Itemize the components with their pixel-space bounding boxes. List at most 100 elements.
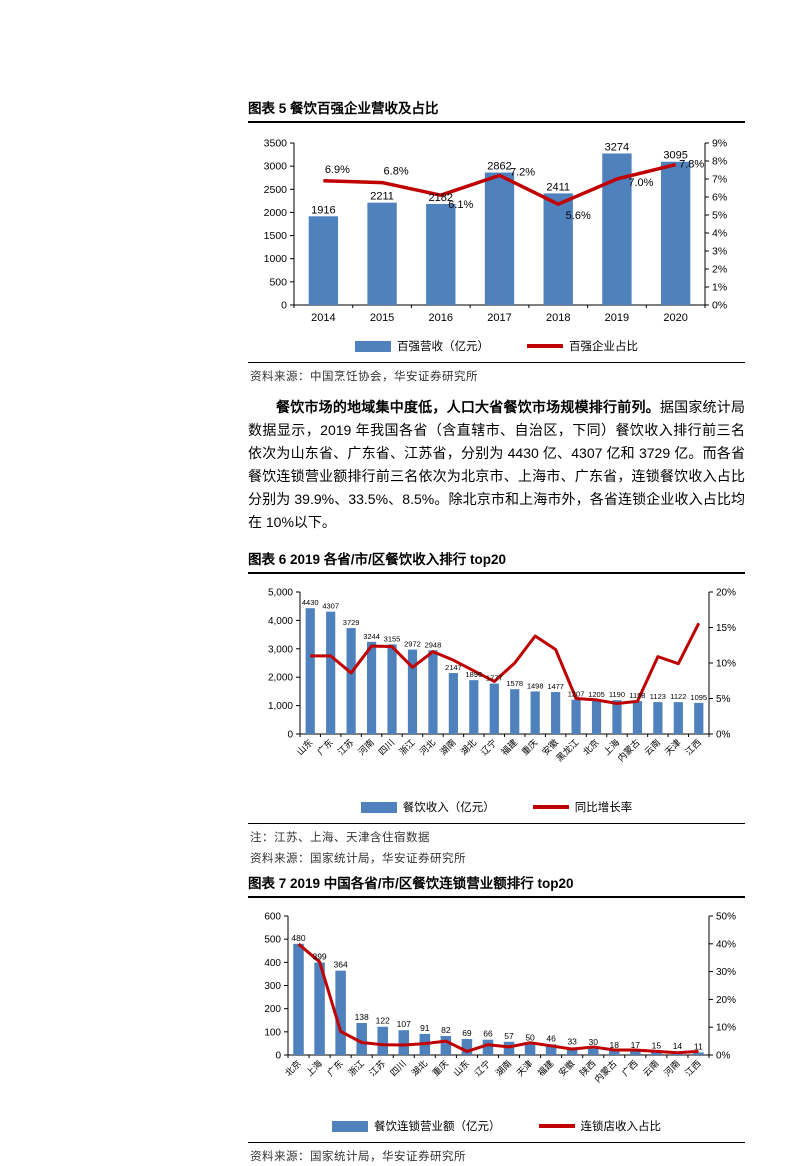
figure6-legend-bar-label: 餐饮收入（亿元） <box>402 802 495 814</box>
bar <box>694 702 704 734</box>
value-labels: 480 399 364 138 122 107 91 82 69 66 57 50 46 33 30 18 17… <box>291 933 703 1052</box>
bar <box>335 970 346 1055</box>
svg-text:江西: 江西 <box>683 737 703 757</box>
svg-text:广东: 广东 <box>325 1058 346 1079</box>
svg-text:2%: 2% <box>712 264 727 276</box>
svg-text:5%: 5% <box>712 210 727 222</box>
figure6-chart: 0 1,000 2,000 3,000 4,000 5,000 0% 5% 10% 15% 20% 山… <box>268 588 736 764</box>
bar <box>482 1039 494 1055</box>
figure7-legend: 餐饮连锁营业额（亿元） 连锁店收入占比 <box>248 1118 745 1134</box>
paragraph-lead: 餐饮市场的地域集中度低，人口大省餐饮市场规模排行前列。 <box>276 399 660 415</box>
trend-line <box>310 622 701 705</box>
svg-text:4307: 4307 <box>322 602 339 611</box>
value-labels: 1916 2211 2182 2862 2411 3274 3095 6.9% 6.8% 6.1%… <box>311 141 704 222</box>
svg-text:0: 0 <box>275 1051 281 1062</box>
bar <box>377 1026 388 1055</box>
svg-text:广东: 广东 <box>315 737 336 758</box>
svg-text:10%: 10% <box>716 1023 736 1034</box>
svg-text:重庆: 重庆 <box>519 737 540 758</box>
svg-text:6.9%: 6.9% <box>325 164 350 176</box>
svg-text:广西: 广西 <box>619 1058 640 1079</box>
svg-text:北京: 北京 <box>580 737 601 758</box>
svg-text:107: 107 <box>397 1019 411 1029</box>
svg-text:82: 82 <box>441 1025 451 1035</box>
svg-text:0%: 0% <box>716 1051 731 1062</box>
svg-text:2948: 2948 <box>425 640 442 649</box>
svg-text:15: 15 <box>652 1041 662 1051</box>
svg-text:安徽: 安徽 <box>556 1058 577 1079</box>
figure6-title: 图表 6 2019 各省/市/区餐饮收入排行 top20 <box>248 548 745 574</box>
svg-text:湖南: 湖南 <box>493 1058 514 1079</box>
svg-text:66: 66 <box>483 1029 493 1039</box>
svg-text:1%: 1% <box>712 282 727 294</box>
svg-text:4430: 4430 <box>302 598 319 607</box>
svg-text:1,000: 1,000 <box>268 701 293 712</box>
svg-text:四川: 四川 <box>388 1058 408 1078</box>
svg-text:2000: 2000 <box>264 207 288 219</box>
bar <box>489 683 499 734</box>
svg-text:辽宁: 辽宁 <box>478 737 499 758</box>
svg-text:4%: 4% <box>712 228 727 240</box>
svg-text:7.2%: 7.2% <box>510 166 535 178</box>
svg-text:30%: 30% <box>716 967 736 978</box>
figure5-block: 图表 5 餐饮百强企业营收及占比 0 500 1000 1500 2000 2500 300… <box>248 97 745 386</box>
svg-text:364: 364 <box>334 960 348 970</box>
svg-text:46: 46 <box>546 1033 556 1043</box>
svg-text:30: 30 <box>588 1037 598 1047</box>
svg-text:2017: 2017 <box>487 312 511 324</box>
svg-text:2014: 2014 <box>311 312 335 324</box>
bar-swatch-icon <box>355 340 391 352</box>
svg-text:四川: 四川 <box>377 737 397 757</box>
bar <box>612 700 622 734</box>
svg-text:0: 0 <box>287 730 293 741</box>
figure5-source: 资料来源：中国烹饪协会，华安证券研究所 <box>250 371 478 383</box>
bar <box>566 1047 578 1055</box>
svg-text:1777: 1777 <box>486 674 503 683</box>
svg-text:1896: 1896 <box>465 670 482 679</box>
svg-text:1477: 1477 <box>547 682 564 691</box>
svg-text:1498: 1498 <box>527 681 544 690</box>
bar <box>530 691 540 734</box>
svg-text:江苏: 江苏 <box>335 737 356 758</box>
svg-text:138: 138 <box>355 1012 369 1022</box>
bar <box>440 1036 452 1055</box>
line-series <box>323 162 677 206</box>
bar <box>461 1039 473 1055</box>
svg-text:福建: 福建 <box>499 737 520 758</box>
svg-text:600: 600 <box>264 912 281 923</box>
svg-text:3274: 3274 <box>605 141 629 153</box>
svg-text:300: 300 <box>264 981 281 992</box>
bar <box>591 699 602 734</box>
figure5-legend-line-item: 百强企业占比 <box>527 338 638 354</box>
paragraph-body: 据国家统计局数据显示，2019 年我国各省（含直辖市、自治区，下同）餐饮收入排行… <box>248 399 745 530</box>
figure6-legend: 餐饮收入（亿元） 同比增长率 <box>248 799 745 815</box>
svg-text:1207: 1207 <box>568 690 585 699</box>
svg-text:1578: 1578 <box>506 679 523 688</box>
svg-text:福建: 福建 <box>535 1058 556 1079</box>
svg-text:7.8%: 7.8% <box>679 159 704 171</box>
line-series <box>297 942 699 1055</box>
axes: 0 100 200 300 400 500 600 0% 10% 20% 30% 40% 50% 北京 上海… <box>264 912 736 1085</box>
svg-text:2020: 2020 <box>663 312 687 324</box>
svg-text:黑龙江: 黑龙江 <box>554 737 581 764</box>
svg-text:山东: 山东 <box>294 737 315 758</box>
svg-text:内蒙古: 内蒙古 <box>592 1058 619 1085</box>
bar-swatch-icon <box>332 1120 368 1132</box>
svg-text:20%: 20% <box>716 588 736 599</box>
bar <box>524 1043 536 1055</box>
svg-text:5,000: 5,000 <box>268 588 293 599</box>
svg-text:50: 50 <box>525 1032 535 1042</box>
line-series <box>310 622 701 705</box>
svg-text:1205: 1205 <box>588 690 605 699</box>
svg-text:6.1%: 6.1% <box>448 199 473 211</box>
svg-text:重庆: 重庆 <box>430 1058 451 1079</box>
figure7-legend-bar-item: 餐饮连锁营业额（亿元） <box>332 1118 501 1134</box>
svg-text:3%: 3% <box>712 246 727 258</box>
svg-text:2211: 2211 <box>370 191 394 203</box>
svg-text:33: 33 <box>567 1036 577 1046</box>
svg-text:10%: 10% <box>716 659 736 670</box>
svg-text:3000: 3000 <box>264 161 288 173</box>
svg-text:3,000: 3,000 <box>268 644 293 655</box>
svg-text:399: 399 <box>312 952 326 962</box>
svg-text:100: 100 <box>264 1027 281 1038</box>
